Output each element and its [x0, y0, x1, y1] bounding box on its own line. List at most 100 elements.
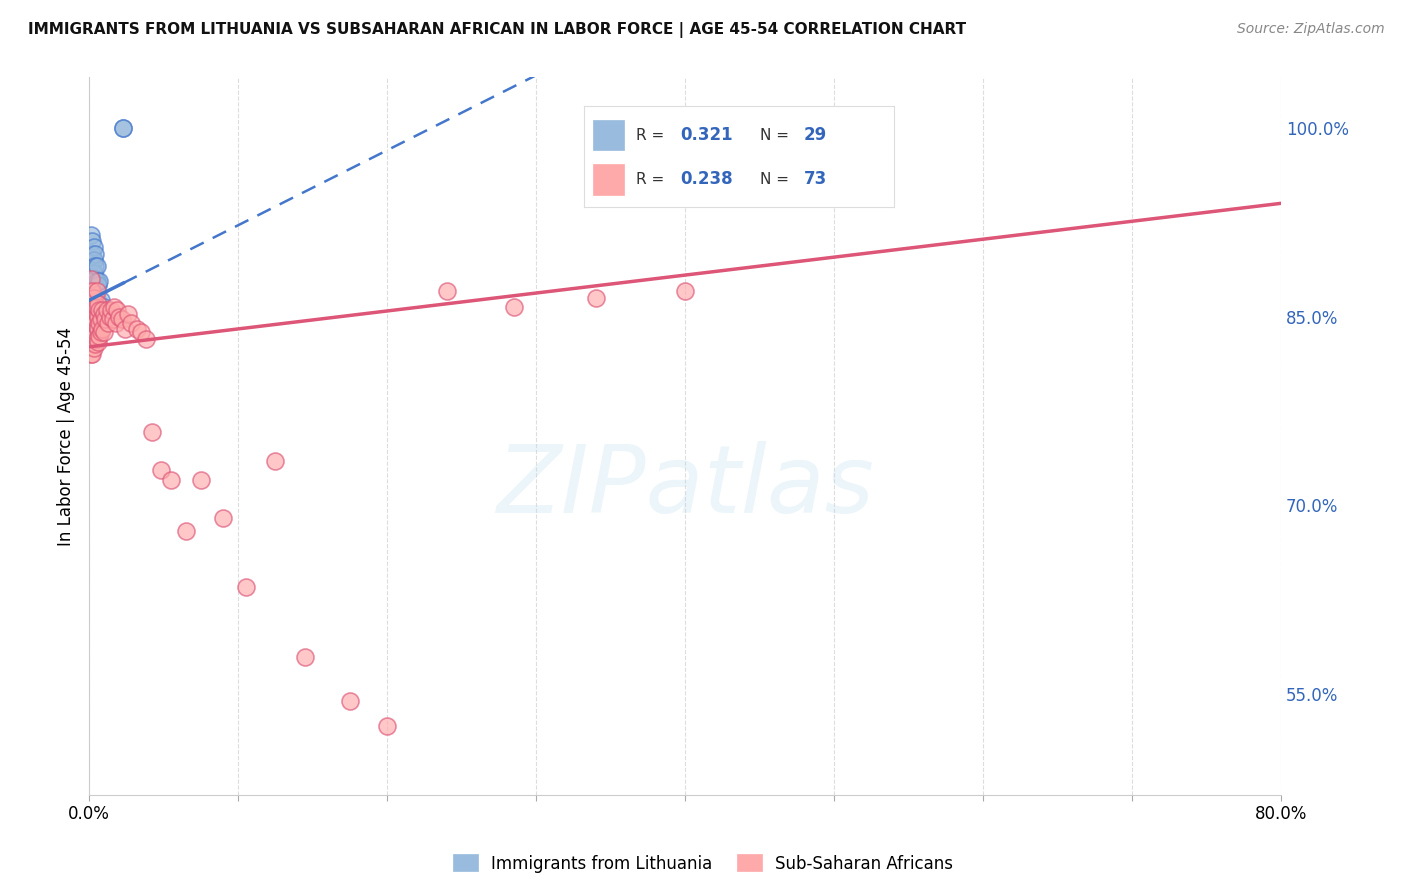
Point: [105, 303, 128, 318]
Point: [87, 278, 110, 293]
Point: [104, 316, 127, 330]
Point: [93, 307, 115, 321]
Point: [93, 325, 115, 339]
Point: [174, 524, 197, 538]
Point: [89, 303, 111, 318]
Point: [84, 325, 107, 339]
Point: [84, 337, 107, 351]
Point: [80, 234, 103, 248]
Text: IMMIGRANTS FROM LITHUANIA VS SUBSAHARAN AFRICAN IN LABOR FORCE | AGE 45-54 CORRE: IMMIGRANTS FROM LITHUANIA VS SUBSAHARAN …: [28, 22, 966, 38]
Point: [84, 260, 107, 274]
Point: [87, 297, 110, 311]
Point: [83, 240, 105, 254]
Point: [141, 425, 163, 440]
Point: [294, 649, 316, 664]
Point: [94, 312, 117, 326]
Point: [84, 272, 107, 286]
Point: [120, 316, 142, 330]
Point: [86, 307, 108, 321]
Point: [160, 473, 183, 487]
Point: [90, 325, 112, 339]
Point: [91, 322, 114, 336]
Point: [108, 310, 131, 324]
Point: [235, 580, 257, 594]
Point: [80, 291, 103, 305]
Point: [84, 246, 107, 260]
Point: [91, 303, 114, 318]
Point: [79, 334, 101, 349]
Point: [436, 285, 458, 299]
Point: [86, 260, 108, 274]
Point: [103, 300, 125, 314]
Point: [80, 246, 103, 260]
Point: [89, 316, 111, 330]
Point: [84, 312, 107, 326]
Point: [111, 312, 134, 326]
Point: [80, 322, 103, 336]
Point: [129, 325, 152, 339]
Point: [79, 272, 101, 286]
Point: [190, 473, 212, 487]
Text: ZIPatlas: ZIPatlas: [496, 441, 875, 532]
Point: [80, 285, 103, 299]
Point: [87, 334, 110, 349]
Point: [112, 120, 135, 135]
Point: [585, 291, 607, 305]
Point: [264, 454, 287, 468]
Point: [83, 341, 105, 355]
Point: [79, 303, 101, 318]
Point: [100, 303, 122, 318]
Point: [84, 300, 107, 314]
Point: [80, 260, 103, 274]
Point: [79, 347, 101, 361]
Y-axis label: In Labor Force | Age 45-54: In Labor Force | Age 45-54: [58, 326, 75, 546]
Point: [86, 285, 108, 299]
Point: [86, 332, 108, 346]
Point: [87, 310, 110, 324]
Point: [80, 297, 103, 311]
Point: [79, 285, 101, 299]
Point: [89, 328, 111, 343]
Point: [114, 322, 136, 336]
Point: [79, 252, 101, 267]
Point: [98, 310, 121, 324]
Legend: Immigrants from Lithuania, Sub-Saharan Africans: Immigrants from Lithuania, Sub-Saharan A…: [446, 847, 960, 880]
Point: [79, 310, 101, 324]
Point: [112, 120, 135, 135]
Point: [96, 303, 118, 318]
Point: [673, 285, 696, 299]
Point: [83, 328, 105, 343]
Point: [79, 278, 101, 293]
Point: [90, 312, 112, 326]
Point: [149, 463, 172, 477]
Point: [83, 278, 105, 293]
Point: [212, 511, 235, 525]
Point: [86, 300, 108, 314]
Point: [87, 322, 110, 336]
Point: [117, 307, 139, 321]
Point: [79, 322, 101, 336]
Point: [83, 252, 105, 267]
Point: [375, 719, 398, 733]
Point: [135, 332, 157, 346]
Point: [96, 310, 118, 324]
Point: [80, 310, 103, 324]
Point: [86, 319, 108, 334]
Point: [80, 272, 103, 286]
Point: [339, 693, 361, 707]
Point: [86, 274, 108, 288]
Point: [502, 300, 524, 314]
Point: [84, 285, 107, 299]
Point: [89, 274, 111, 288]
Point: [87, 297, 110, 311]
Point: [83, 316, 105, 330]
Point: [93, 300, 115, 314]
Point: [86, 293, 108, 308]
Point: [83, 291, 105, 305]
Point: [79, 227, 101, 242]
Point: [80, 347, 103, 361]
Point: [83, 266, 105, 280]
Point: [90, 293, 112, 308]
Point: [83, 303, 105, 318]
Point: [97, 316, 120, 330]
